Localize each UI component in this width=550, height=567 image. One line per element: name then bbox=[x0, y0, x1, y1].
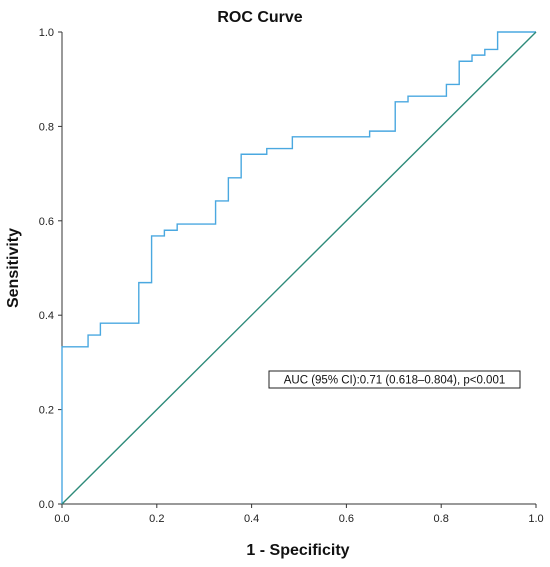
roc-curve-line bbox=[61, 31, 536, 504]
chart-title: ROC Curve bbox=[217, 9, 302, 26]
auc-annotation-box bbox=[268, 370, 521, 389]
y-axis-title: Sensitivity bbox=[5, 228, 22, 308]
auc-annotation-text: AUC (95% CI):0.71 (0.618–0.804), p<0.001 bbox=[284, 375, 506, 387]
y-tick-label: 1.0 bbox=[39, 27, 54, 39]
x-tick-label: 0.4 bbox=[244, 513, 259, 525]
x-axis-title: 1 - Specificity bbox=[246, 542, 349, 559]
y-tick-label: 0.2 bbox=[39, 405, 54, 417]
auc-annotation: AUC (95% CI):0.71 (0.618–0.804), p<0.001 bbox=[268, 370, 521, 389]
y-tick-label: 0.0 bbox=[39, 499, 54, 511]
y-tick-label: 0.8 bbox=[39, 121, 54, 133]
y-tick-label: 0.6 bbox=[39, 216, 54, 228]
x-tick-label: 0.6 bbox=[339, 513, 354, 525]
x-tick-label: 0.8 bbox=[434, 513, 449, 525]
plot-area: 0.0 0.2 0.4 0.6 0.8 1.0 0.0 0.2 0.4 0.6 0.8 1.0 bbox=[39, 27, 544, 525]
x-tick-label: 0.0 bbox=[54, 513, 69, 525]
y-tick-label: 0.4 bbox=[39, 310, 54, 322]
reference-diagonal-line bbox=[61, 31, 537, 505]
x-tick-label: 1.0 bbox=[528, 513, 543, 525]
x-tick-label: 0.2 bbox=[149, 513, 164, 525]
